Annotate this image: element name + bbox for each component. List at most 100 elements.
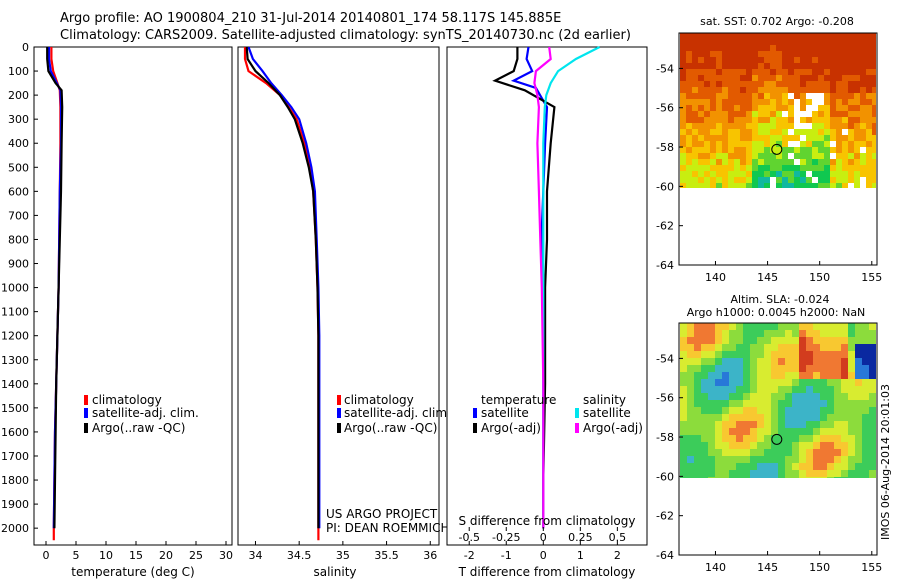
sla-cell	[715, 463, 722, 470]
sst-cell	[770, 117, 776, 123]
sst-cell	[764, 141, 770, 147]
sst-cell	[800, 51, 806, 57]
sla-cell	[694, 414, 701, 421]
sst-cell	[722, 165, 728, 171]
sla-cell	[708, 463, 715, 470]
sla-cell	[827, 428, 834, 435]
sst-cell	[722, 123, 728, 129]
sla-cell	[806, 442, 813, 449]
sst-cell	[704, 99, 710, 105]
sst-cell	[746, 117, 752, 123]
sla-cell	[694, 386, 701, 393]
sst-cell	[722, 177, 728, 183]
sla-cell	[715, 442, 722, 449]
sst-cell	[818, 99, 824, 105]
sst-cell	[698, 153, 704, 159]
sla-cell	[848, 386, 855, 393]
sla-cell	[736, 393, 743, 400]
sst-cell	[842, 135, 848, 141]
sla-cell	[862, 379, 869, 386]
sla-cell	[701, 386, 708, 393]
sst-cell	[854, 117, 860, 123]
sst-cell	[692, 183, 698, 188]
sla-map-frame	[678, 322, 878, 556]
sla-cell	[869, 442, 876, 449]
sla-cell	[869, 344, 876, 351]
sst-cell	[716, 153, 722, 159]
sla-cell	[785, 414, 792, 421]
sla-cell	[869, 337, 876, 344]
sla-cell	[736, 421, 743, 428]
sst-cell	[704, 135, 710, 141]
sla-cell	[736, 407, 743, 414]
sst-cell	[782, 183, 788, 188]
sla-cell	[680, 330, 687, 337]
sst-cell	[812, 117, 818, 123]
difference-legend-t-argo: Argo(-adj)	[481, 421, 541, 435]
sst-cell	[734, 81, 740, 87]
sla-cell	[757, 435, 764, 442]
x2-tick-label: 0	[540, 531, 547, 544]
sst-cell	[842, 69, 848, 75]
sst-cell	[830, 105, 836, 111]
sla-cell	[862, 442, 869, 449]
sla-cell	[799, 463, 806, 470]
sla-cell	[792, 463, 799, 470]
sst-cell	[854, 123, 860, 129]
sla-cell	[708, 442, 715, 449]
sst-cell	[806, 111, 812, 117]
sla-cell	[834, 372, 841, 379]
sst-cell	[734, 117, 740, 123]
sst-cell	[812, 93, 818, 99]
sst-cell	[812, 111, 818, 117]
sst-cell	[836, 159, 842, 165]
sla-cell	[799, 477, 806, 478]
sst-cell	[698, 135, 704, 141]
x-tick-label: 1	[577, 549, 584, 562]
sst-cell	[848, 111, 854, 117]
sst-cell	[746, 63, 752, 69]
sla-cell	[722, 414, 729, 421]
sst-cell	[722, 81, 728, 87]
sla-cell	[813, 470, 820, 477]
sst-cell	[788, 87, 794, 93]
sst-cell	[770, 159, 776, 165]
sst-cell	[782, 105, 788, 111]
sla-cell	[743, 470, 750, 477]
sla-cell	[771, 323, 778, 330]
sla-cell	[757, 456, 764, 463]
sst-cell	[680, 153, 686, 159]
sla-cell	[701, 449, 708, 456]
sla-cell	[778, 393, 785, 400]
sla-cell	[701, 400, 708, 407]
sst-cell	[812, 147, 818, 153]
sst-cell	[842, 57, 848, 63]
sla-cell	[715, 365, 722, 372]
sla-cell	[722, 470, 729, 477]
sst-cell	[782, 147, 788, 153]
sst-cell	[842, 153, 848, 159]
sst-cell	[860, 99, 866, 105]
sla-cell	[750, 393, 757, 400]
sla-cell	[841, 344, 848, 351]
sst-cell	[770, 129, 776, 135]
x-tick-label: 34.5	[287, 549, 312, 562]
sst-cell	[782, 75, 788, 81]
sla-cell	[799, 379, 806, 386]
sst-cell	[698, 63, 704, 69]
sst-cell	[746, 45, 752, 51]
sst-cell	[872, 159, 876, 165]
sla-cell	[694, 407, 701, 414]
sst-cell	[866, 147, 872, 153]
sst-cell	[830, 159, 836, 165]
sst-cell	[722, 33, 728, 39]
sla-cell	[862, 414, 869, 421]
sst-cell	[716, 75, 722, 81]
sst-cell	[680, 51, 686, 57]
sst-cell	[770, 99, 776, 105]
sst-cell	[776, 165, 782, 171]
sst-cell	[788, 51, 794, 57]
sst-cell	[704, 105, 710, 111]
sla-cell	[743, 379, 750, 386]
sla-cell	[792, 351, 799, 358]
